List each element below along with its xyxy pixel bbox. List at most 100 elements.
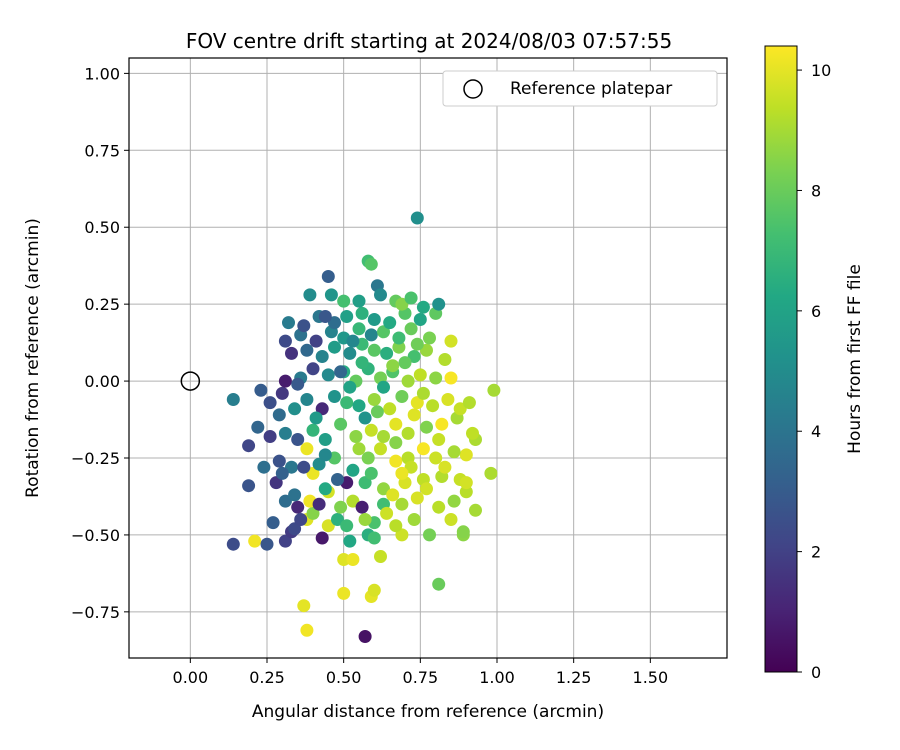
data-point xyxy=(315,531,329,545)
data-point xyxy=(410,211,424,225)
data-point xyxy=(358,411,372,425)
data-point xyxy=(456,525,470,539)
data-point xyxy=(306,466,320,480)
data-point xyxy=(389,519,403,533)
data-point xyxy=(300,393,314,406)
data-point xyxy=(328,390,341,403)
data-point xyxy=(383,402,397,416)
data-point xyxy=(392,340,406,354)
data-point xyxy=(367,583,381,597)
y-tick-label: −0.75 xyxy=(71,603,120,622)
data-point xyxy=(416,386,430,400)
data-point xyxy=(248,534,262,548)
data-point xyxy=(377,380,390,394)
data-point xyxy=(291,433,305,446)
data-point xyxy=(297,599,311,613)
data-point xyxy=(407,350,421,363)
data-point xyxy=(318,448,332,462)
data-point xyxy=(285,460,298,474)
data-point xyxy=(324,288,338,302)
data-point xyxy=(380,506,394,520)
x-axis-ticks: 0.00 0.25 0.50 0.75 1.00 1.25 1.50 xyxy=(173,658,669,687)
x-tick-label: 1.00 xyxy=(479,668,515,687)
data-point xyxy=(288,488,302,502)
plot-area xyxy=(128,57,728,659)
data-point xyxy=(300,623,314,637)
data-point xyxy=(444,513,458,526)
data-point xyxy=(340,519,354,533)
data-point xyxy=(377,430,390,443)
x-tick-label: 1.25 xyxy=(556,668,592,687)
data-point xyxy=(389,454,403,468)
data-point xyxy=(426,399,440,413)
data-point xyxy=(340,396,354,410)
data-point xyxy=(367,393,381,406)
data-point xyxy=(321,270,335,283)
y-tick-label: 0.25 xyxy=(84,295,120,314)
data-point xyxy=(346,553,360,566)
data-point xyxy=(453,402,467,416)
data-point xyxy=(444,334,458,348)
data-point xyxy=(278,426,292,440)
x-axis-label: Angular distance from reference (arcmin) xyxy=(252,702,604,722)
data-point xyxy=(297,460,311,474)
data-point xyxy=(435,417,449,431)
data-point xyxy=(392,331,406,345)
data-point xyxy=(416,300,430,314)
data-point xyxy=(352,294,366,308)
colorbar-tick-label: 6 xyxy=(811,302,821,321)
data-point xyxy=(334,500,348,514)
data-point xyxy=(432,433,446,446)
data-point xyxy=(386,488,400,502)
data-point xyxy=(309,334,323,348)
data-point xyxy=(413,368,427,382)
data-point xyxy=(312,457,326,471)
data-point xyxy=(395,466,409,480)
x-tick-label: 1.50 xyxy=(633,668,669,687)
data-point xyxy=(370,405,384,419)
data-point xyxy=(377,482,390,496)
data-point xyxy=(334,365,348,379)
y-axis-label: Rotation from reference (arcmin) xyxy=(23,218,43,498)
y-axis-ticks: −0.75 −0.50 −0.25 0.00 0.25 0.50 0.75 1.00 xyxy=(71,64,129,622)
data-point xyxy=(331,513,344,526)
data-point xyxy=(438,460,452,474)
y-tick-label: −0.50 xyxy=(71,526,120,545)
data-point xyxy=(404,322,418,336)
data-point xyxy=(420,343,433,357)
data-point xyxy=(395,497,409,511)
data-point xyxy=(432,297,446,311)
data-point xyxy=(404,460,418,474)
chart-title: FOV centre drift starting at 2024/08/03 … xyxy=(186,29,672,53)
data-point xyxy=(395,390,409,403)
data-point xyxy=(318,433,332,446)
data-point xyxy=(346,463,360,477)
data-point xyxy=(407,513,421,526)
data-point xyxy=(349,430,363,443)
data-point xyxy=(346,334,360,348)
data-point xyxy=(260,537,274,551)
data-point xyxy=(413,313,427,326)
x-tick-label: 0.25 xyxy=(249,668,285,687)
data-point xyxy=(278,534,292,548)
data-point xyxy=(374,442,387,456)
data-point xyxy=(251,420,265,434)
data-point xyxy=(315,402,329,416)
data-point xyxy=(432,500,446,514)
data-point xyxy=(459,485,473,499)
data-point xyxy=(374,288,387,302)
data-point xyxy=(300,343,314,357)
data-point xyxy=(242,439,256,453)
data-point xyxy=(266,516,280,530)
data-point xyxy=(275,386,289,400)
x-tick-label: 0.00 xyxy=(173,668,209,687)
data-point xyxy=(410,396,424,410)
data-point xyxy=(355,500,369,514)
data-point xyxy=(355,306,369,320)
data-point xyxy=(469,503,482,517)
data-point xyxy=(278,334,292,348)
data-point xyxy=(420,482,433,496)
data-point xyxy=(423,528,436,542)
data-point xyxy=(282,316,295,330)
